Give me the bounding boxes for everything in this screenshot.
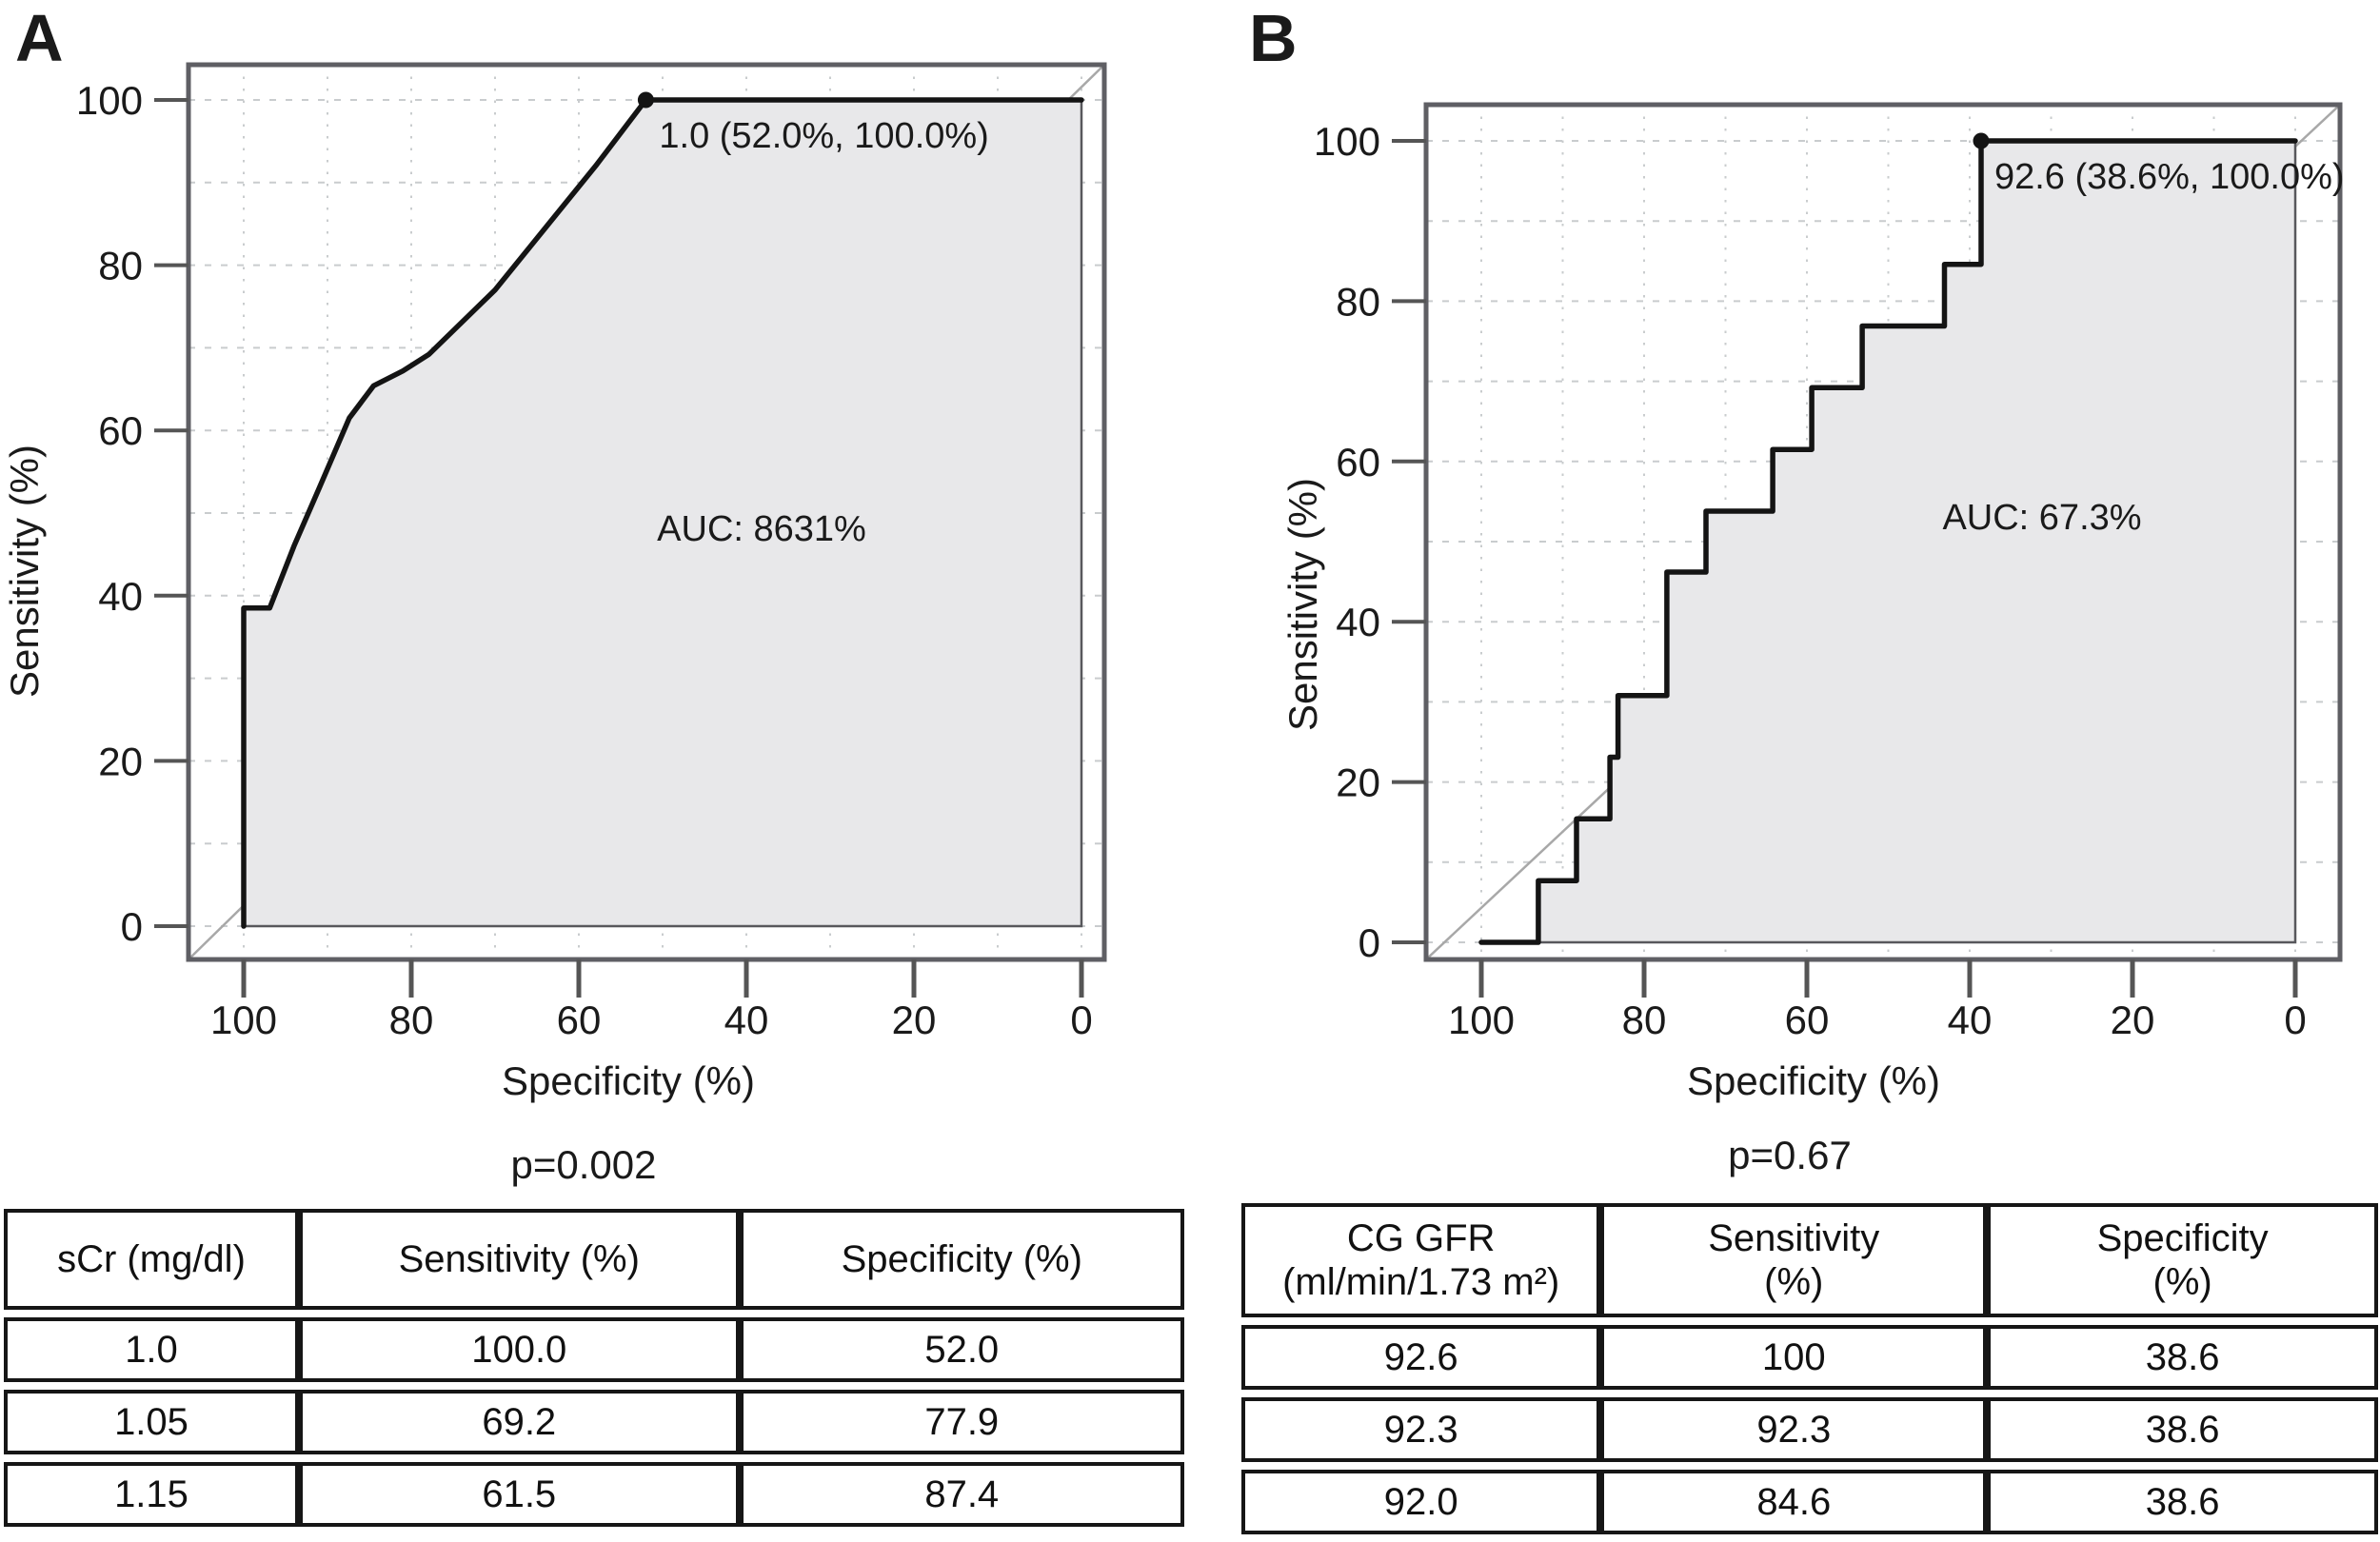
table-cell: 1.0	[4, 1317, 299, 1382]
panel-letter: A	[15, 1, 64, 75]
y-tick-label: 80	[1336, 279, 1380, 324]
roc-curve	[1478, 138, 2298, 945]
table-cell: 1.05	[4, 1390, 299, 1454]
table-row: 1.05 69.2 77.9	[4, 1390, 1184, 1454]
panel-letter: B	[1249, 1, 1298, 75]
panel-b: 100 80 60 40 20 0 0 20 40 60 80 100 92.6 (38.6%, 100…	[1190, 0, 2380, 1542]
y-axis-title: Sensitivity (%)	[1280, 478, 1325, 731]
p-value-label: p=0.002	[511, 1142, 657, 1187]
y-tick-label: 80	[98, 244, 143, 288]
table-cell: 92.0	[1241, 1470, 1601, 1534]
roc-plot-b: 100 80 60 40 20 0 0 20 40 60 80 100 92.6 (38.6%, 100…	[1249, 1, 2345, 1177]
table-cell: 69.2	[299, 1390, 740, 1454]
roc-plot-a: 100 80 60 40 20 0 0 20 40 60 80 100 1.0 (52.0%, 100.…	[2, 1, 1107, 1187]
p-value-label: p=0.67	[1728, 1133, 1852, 1177]
column-header: sCr (mg/dl)	[4, 1209, 299, 1310]
table-cell: 38.6	[1987, 1325, 2378, 1390]
panel-a: 100 80 60 40 20 0 0 20 40 60 80 100 1.0 (52.0%, 100.…	[0, 0, 1190, 1534]
cutoff-point-marker	[1973, 132, 1990, 149]
x-tick-label: 60	[1785, 998, 1830, 1042]
x-axis-title: Specificity (%)	[502, 1058, 755, 1103]
cutoff-point-marker	[637, 91, 654, 109]
y-tick-label: 20	[1336, 761, 1380, 805]
table-cell: 92.3	[1241, 1397, 1601, 1462]
cutoff-table-a: sCr (mg/dl) Sensitivity (%) Specificity (%…	[4, 1201, 1184, 1534]
roc-curve	[241, 97, 1084, 929]
y-tick-label: 20	[98, 739, 143, 783]
axis-box	[186, 62, 1107, 962]
y-tick-label: 0	[1359, 920, 1380, 965]
table-cell: 38.6	[1987, 1470, 2378, 1534]
x-tick-label: 0	[2284, 998, 2306, 1042]
table-cell: 38.6	[1987, 1397, 2378, 1462]
cutoff-annotation: 92.6 (38.6%, 100.0%)	[1994, 157, 2345, 197]
table-row: 92.3 92.3 38.6	[1241, 1397, 2378, 1462]
y-tick-label: 60	[1336, 440, 1380, 484]
table-cell: 87.4	[739, 1462, 1184, 1527]
cutoff-table-b: CG GFR (ml/min/1.73 m²) Sensitivity (%) Spec…	[1241, 1196, 2378, 1542]
table-cell: 1.15	[4, 1462, 299, 1527]
table-cell: 100.0	[299, 1317, 740, 1382]
y-axis-title: Sensitivity (%)	[2, 445, 47, 698]
x-tick-label: 20	[2111, 998, 2155, 1042]
table-row: 92.0 84.6 38.6	[1241, 1470, 2378, 1534]
table-cell: 52.0	[739, 1317, 1184, 1382]
x-tick-label: 0	[1070, 998, 1092, 1042]
table-cell: 77.9	[739, 1390, 1184, 1454]
y-tick-label: 100	[1314, 119, 1380, 164]
column-header: CG GFR (ml/min/1.73 m²)	[1241, 1203, 1601, 1317]
x-tick-label: 60	[557, 998, 602, 1042]
y-tick-label: 40	[98, 574, 143, 619]
table-cell: 61.5	[299, 1462, 740, 1527]
x-tick-label: 100	[210, 998, 277, 1042]
x-tick-label: 20	[892, 998, 937, 1042]
table-row: 92.6 100 38.6	[1241, 1325, 2378, 1390]
auc-label: AUC: 8631%	[657, 509, 866, 549]
column-header: Sensitivity (%)	[1600, 1203, 1988, 1317]
y-tick-label: 60	[98, 408, 143, 453]
cutoff-annotation: 1.0 (52.0%, 100.0%)	[659, 116, 988, 156]
x-tick-label: 40	[1948, 998, 1993, 1042]
x-tick-label: 80	[389, 998, 434, 1042]
table-cell: 92.6	[1241, 1325, 1601, 1390]
table-row: 1.15 61.5 87.4	[4, 1462, 1184, 1527]
y-tick-label: 0	[121, 904, 143, 949]
table-cell: 100	[1600, 1325, 1988, 1390]
y-tick-label: 100	[76, 78, 143, 123]
x-tick-label: 40	[724, 998, 769, 1042]
x-tick-label: 80	[1622, 998, 1667, 1042]
table-header-row: sCr (mg/dl) Sensitivity (%) Specificity (%…	[4, 1209, 1184, 1310]
column-header: Specificity (%)	[1987, 1203, 2378, 1317]
x-axis-title: Specificity (%)	[1687, 1058, 1940, 1103]
y-tick-label: 40	[1336, 600, 1380, 644]
table-header-row: CG GFR (ml/min/1.73 m²) Sensitivity (%) Spec…	[1241, 1203, 2378, 1317]
table-cell: 84.6	[1600, 1470, 1988, 1534]
auc-label: AUC: 67.3%	[1942, 498, 2141, 538]
column-header: Sensitivity (%)	[299, 1209, 740, 1310]
axis-box	[1423, 102, 2343, 962]
table-row: 1.0 100.0 52.0	[4, 1317, 1184, 1382]
table-cell: 92.3	[1600, 1397, 1988, 1462]
column-header: Specificity (%)	[739, 1209, 1184, 1310]
x-tick-label: 100	[1448, 998, 1515, 1042]
